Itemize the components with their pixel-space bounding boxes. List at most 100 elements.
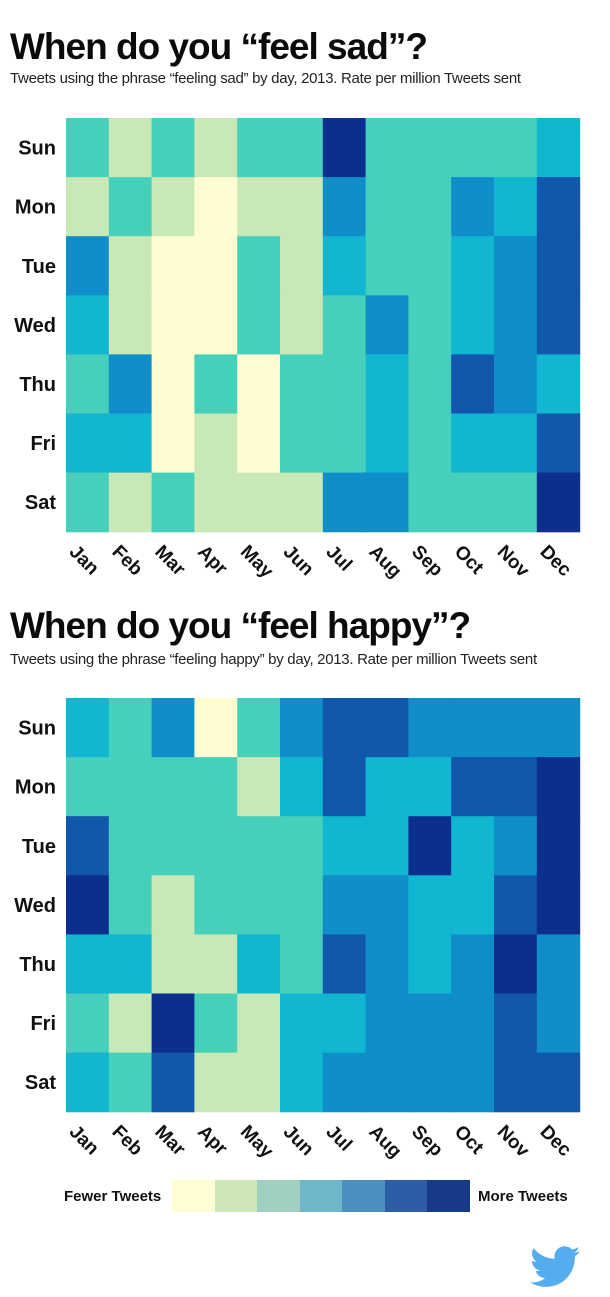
heatmap-cell (322, 816, 367, 876)
heatmap-cell (237, 816, 281, 876)
heatmap-cell (536, 875, 581, 935)
heatmap-cell (494, 177, 538, 237)
heatmap-cell (194, 295, 238, 355)
chart-subtitle: Tweets using the phrase “feeling happy” … (10, 651, 537, 668)
heatmap-cell (451, 177, 495, 237)
heatmap-cell (194, 816, 238, 876)
heatmap-cell (408, 875, 452, 935)
heatmap-cell (322, 875, 367, 935)
heatmap-cell (237, 295, 281, 355)
heatmap-cell (151, 993, 195, 1054)
heatmap-cell (536, 236, 581, 296)
heatmap-cell (408, 236, 452, 296)
heatmap-cell (280, 934, 324, 995)
legend-swatch (214, 1180, 258, 1212)
legend-swatches (172, 1180, 471, 1212)
heatmap-cell (151, 757, 195, 817)
day-label: Mon (15, 197, 56, 219)
heatmap-cell (108, 177, 153, 237)
day-label: Tue (22, 256, 56, 278)
heatmap-cell (108, 295, 153, 355)
heatmap-cell (280, 993, 324, 1054)
heatmap-cell (280, 1052, 324, 1113)
heatmap-cell (280, 472, 324, 533)
heatmap-cell (151, 118, 195, 178)
heatmap-cell (66, 118, 110, 178)
month-label: Mar (150, 1121, 189, 1160)
heatmap-cell (536, 413, 581, 474)
heatmap-cell (536, 698, 581, 758)
heatmap-cell (408, 413, 452, 474)
heatmap-cell (451, 1052, 495, 1113)
month-label: Aug (364, 1121, 405, 1162)
day-label: Sat (25, 1072, 56, 1094)
heatmap-cell (151, 1052, 195, 1113)
heatmap-cell (322, 757, 367, 817)
legend-swatch (257, 1180, 300, 1212)
heatmap-cell (536, 177, 581, 237)
heatmap-cell (408, 934, 452, 995)
month-label: Oct (450, 1121, 488, 1159)
heatmap-cell (451, 118, 495, 178)
heatmap-cell (194, 698, 238, 758)
month-label: Dec (536, 1121, 576, 1161)
heatmap-cell (194, 472, 238, 533)
heatmap-cell (365, 177, 409, 237)
heatmap-cell (322, 354, 367, 415)
heatmap-cell (194, 413, 238, 474)
legend-swatch (427, 1180, 471, 1212)
day-label: Wed (14, 315, 56, 337)
heatmap-cell (536, 472, 581, 533)
heatmap-cell (322, 934, 367, 995)
heatmap-cell (451, 816, 495, 876)
heatmap-cell (280, 757, 324, 817)
heatmap-cell (451, 934, 495, 995)
heatmap-cell (365, 118, 409, 178)
heatmap-cell (66, 993, 110, 1054)
heatmap-cell (536, 934, 581, 995)
happy-heatmap: Sun Mon Tue Wed Thu Fri Sat Jan Feb Mar Apr May Jun J… (14, 698, 581, 1163)
legend-swatch (172, 1180, 215, 1212)
heatmap-cell (151, 413, 195, 474)
heatmap-cell (66, 698, 110, 758)
heatmap-cell (322, 295, 367, 355)
heatmap-cell (494, 934, 538, 995)
heatmap-cell (280, 295, 324, 355)
heatmap-cell (108, 236, 153, 296)
heatmap-cell (151, 816, 195, 876)
heatmap-cell (66, 295, 110, 355)
heatmap-cell (194, 236, 238, 296)
heatmap-cell (194, 354, 238, 415)
heatmap-cell (194, 118, 238, 178)
heatmap-cell (108, 757, 153, 817)
color-legend: Fewer Tweets More Tweets (0, 1180, 610, 1214)
heatmap-cell (194, 993, 238, 1054)
heatmap-cell (108, 413, 153, 474)
heatmap-cell (194, 757, 238, 817)
heatmap-cell (451, 295, 495, 355)
heatmap-cell (151, 698, 195, 758)
heatmap-cell (536, 757, 581, 817)
heatmap-cell (494, 472, 538, 533)
heatmap-cell (365, 934, 409, 995)
heatmap-cell (108, 472, 153, 533)
heatmap-cell (408, 757, 452, 817)
heatmap-cell (365, 472, 409, 533)
month-label: May (236, 1121, 277, 1162)
heatmap-cell (237, 934, 281, 995)
heatmap-cell (451, 472, 495, 533)
heatmap-cell (408, 993, 452, 1054)
heatmap-cell (108, 354, 153, 415)
heatmap-cell (151, 875, 195, 935)
heatmap-cell (365, 413, 409, 474)
day-label: Mon (15, 777, 56, 799)
day-label: Sun (18, 138, 56, 160)
heatmap-cell (408, 354, 452, 415)
heatmap-cell (408, 177, 452, 237)
heatmap-cell (280, 118, 324, 178)
heatmap-cell (280, 413, 324, 474)
heatmap-cell (237, 1052, 281, 1113)
heatmap-cell (322, 177, 367, 237)
heatmap-cell (194, 177, 238, 237)
heatmap-cell (108, 993, 153, 1054)
